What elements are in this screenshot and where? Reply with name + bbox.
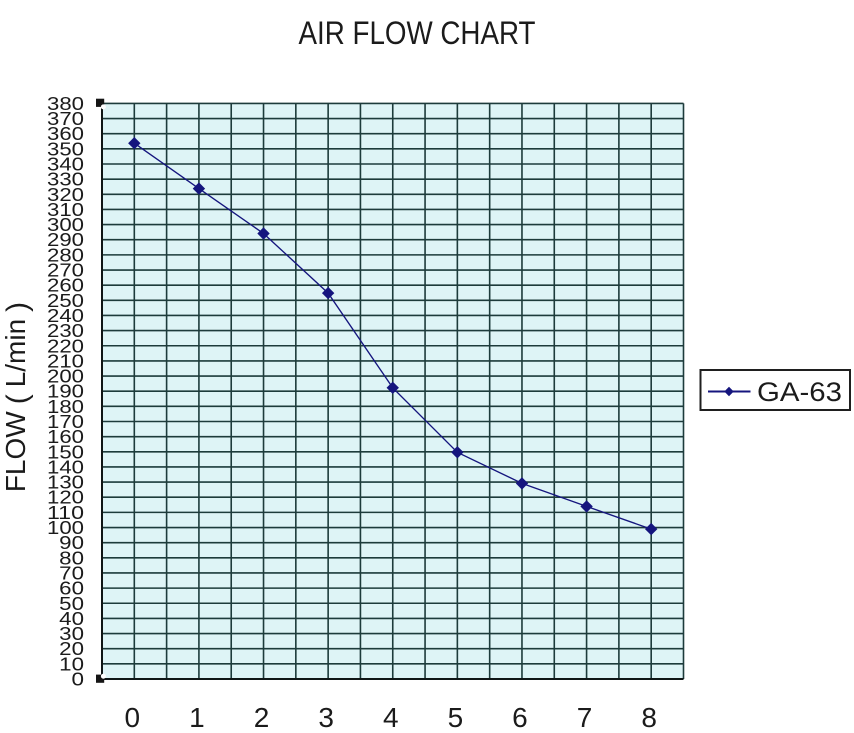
svg-text:330: 330 — [47, 170, 84, 190]
svg-text:360: 360 — [47, 124, 84, 144]
svg-text:4: 4 — [383, 702, 399, 733]
svg-text:260: 260 — [47, 276, 84, 296]
svg-text:90: 90 — [59, 533, 84, 553]
svg-text:370: 370 — [47, 109, 84, 129]
svg-text:300: 300 — [47, 215, 84, 235]
svg-text:40: 40 — [59, 609, 84, 629]
svg-text:160: 160 — [47, 427, 84, 447]
svg-text:AIR FLOW CHART: AIR FLOW CHART — [299, 15, 536, 51]
svg-text:220: 220 — [47, 336, 84, 356]
svg-text:50: 50 — [59, 594, 84, 614]
svg-text:250: 250 — [47, 291, 84, 311]
svg-text:20: 20 — [59, 639, 84, 659]
svg-text:310: 310 — [47, 200, 84, 220]
svg-text:60: 60 — [59, 579, 84, 599]
svg-text:5: 5 — [448, 702, 464, 733]
svg-text:70: 70 — [59, 563, 84, 583]
svg-text:GA-63: GA-63 — [757, 377, 842, 407]
svg-text:110: 110 — [47, 503, 84, 523]
svg-text:6: 6 — [512, 702, 528, 733]
svg-text:380: 380 — [47, 94, 84, 114]
svg-text:140: 140 — [47, 457, 84, 477]
svg-text:80: 80 — [59, 548, 84, 568]
svg-text:320: 320 — [47, 185, 84, 205]
svg-text:280: 280 — [47, 245, 84, 265]
svg-text:340: 340 — [47, 154, 84, 174]
svg-text:FLOW(L/min): FLOW(L/min) — [0, 302, 34, 492]
svg-text:8: 8 — [641, 702, 657, 733]
svg-text:10: 10 — [59, 654, 84, 674]
svg-text:30: 30 — [59, 624, 84, 644]
svg-text:200: 200 — [47, 367, 84, 387]
svg-text:7: 7 — [577, 702, 593, 733]
svg-text:0: 0 — [125, 702, 141, 733]
svg-text:120: 120 — [47, 488, 84, 508]
svg-text:2: 2 — [254, 702, 270, 733]
svg-text:150: 150 — [47, 442, 84, 462]
svg-text:100: 100 — [47, 518, 84, 538]
svg-text:3: 3 — [318, 702, 334, 733]
svg-text:240: 240 — [47, 306, 84, 326]
svg-text:210: 210 — [47, 351, 84, 371]
svg-text:290: 290 — [47, 230, 84, 250]
svg-text:270: 270 — [47, 261, 84, 281]
svg-text:130: 130 — [47, 473, 84, 493]
svg-text:230: 230 — [47, 321, 84, 341]
svg-text:0: 0 — [72, 670, 85, 690]
svg-text:180: 180 — [47, 397, 84, 417]
svg-text:1: 1 — [189, 702, 205, 733]
svg-text:190: 190 — [47, 382, 84, 402]
svg-text:170: 170 — [47, 412, 84, 432]
svg-text:350: 350 — [47, 139, 84, 159]
